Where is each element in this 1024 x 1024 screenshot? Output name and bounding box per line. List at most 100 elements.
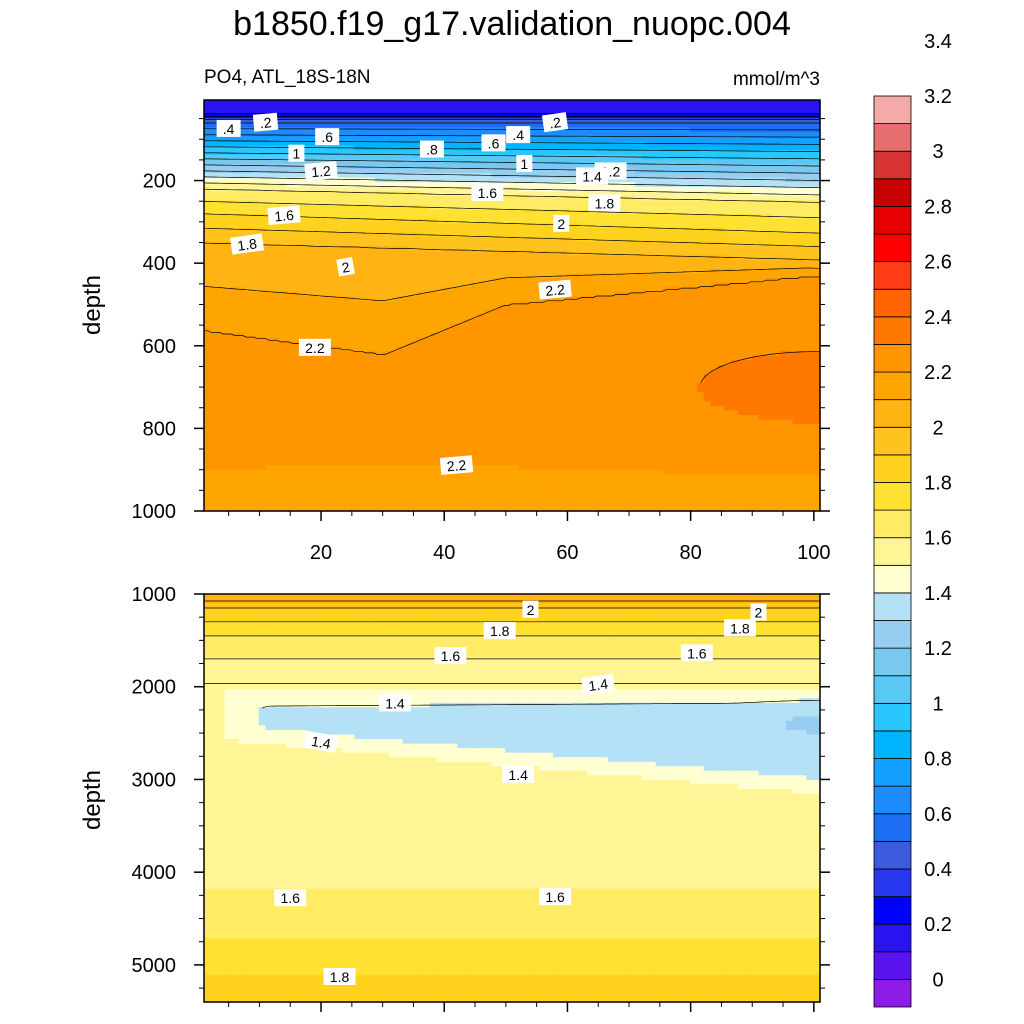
- contour-cell: [587, 291, 595, 297]
- contour-cell: [648, 195, 657, 202]
- contour-cell: [710, 109, 718, 115]
- contour-cell: [621, 227, 629, 234]
- contour-cell: [648, 268, 657, 275]
- contour-cell: [361, 300, 369, 307]
- contour-cell: [354, 127, 363, 133]
- contour-cell: [806, 273, 814, 279]
- contour-cell: [429, 209, 438, 215]
- contour-cell: [806, 342, 814, 348]
- contour-cell: [292, 136, 301, 142]
- contour-cell: [778, 250, 787, 256]
- contour-cell: [354, 337, 363, 343]
- contour-cell: [204, 319, 212, 325]
- contour-cell: [354, 195, 363, 202]
- contour-cell: [279, 127, 287, 133]
- contour-cell: [265, 154, 274, 160]
- contour-cell: [751, 296, 759, 302]
- contour-cell: [204, 118, 212, 124]
- contour-cell: [477, 131, 486, 138]
- contour-cell: [436, 323, 445, 329]
- contour-cell: [204, 232, 212, 238]
- contour-cell: [395, 223, 404, 229]
- contour-cell: [505, 159, 513, 165]
- contour-cell: [731, 332, 739, 339]
- contour-cell: [772, 109, 780, 115]
- contour-cell: [395, 351, 404, 357]
- contour-cell: [340, 223, 349, 229]
- contour-cell: [464, 191, 472, 197]
- contour-cell: [532, 300, 540, 307]
- contour-cell: [676, 173, 684, 179]
- contour-cell: [600, 127, 609, 133]
- contour-cell: [703, 246, 712, 252]
- contour-cell: [587, 127, 595, 133]
- contour-cell: [354, 342, 363, 348]
- contour-cell: [751, 310, 759, 316]
- contour-cell: [299, 246, 308, 252]
- contour-cell: [334, 273, 342, 279]
- contour-cell: [470, 314, 479, 320]
- contour-cell: [683, 310, 691, 316]
- contour-cell: [799, 136, 807, 142]
- contour-cell: [204, 259, 212, 265]
- contour-cell: [600, 232, 609, 238]
- contour-cell: [806, 310, 814, 316]
- contour-cell: [532, 282, 540, 288]
- contour-cell: [765, 323, 773, 329]
- contour-cell: [238, 118, 246, 124]
- contour-cell: [340, 200, 349, 206]
- contour-cell: [600, 300, 609, 307]
- contour-cell: [436, 346, 445, 352]
- contour-cell: [340, 227, 349, 234]
- contour-cell: [566, 337, 575, 343]
- contour-cell: [436, 163, 445, 170]
- contour-cell: [409, 200, 417, 206]
- contour-cell: [251, 182, 260, 188]
- contour-cell: [505, 323, 513, 329]
- contour-cell: [587, 310, 595, 316]
- contour-cell: [470, 323, 479, 329]
- contour-cell: [635, 150, 643, 156]
- contour-cell: [648, 278, 657, 284]
- contour-cell: [512, 223, 520, 229]
- contour-cell: [655, 195, 664, 202]
- contour-cell: [450, 291, 458, 297]
- contour-cell: [792, 273, 801, 279]
- contour-cell: [354, 241, 363, 247]
- contour-cell: [607, 109, 616, 115]
- contour-cell: [539, 255, 547, 261]
- contour-cell: [416, 163, 424, 170]
- contour-cell: [361, 218, 369, 224]
- contour-cell: [286, 346, 294, 352]
- contour-cell: [279, 177, 287, 183]
- contour-cell: [587, 300, 595, 307]
- contour-cell: [245, 145, 253, 151]
- contour-cell: [286, 232, 294, 238]
- contour-cell: [450, 223, 458, 229]
- contour-cell: [292, 273, 301, 279]
- contour-cell: [806, 141, 814, 147]
- contour-cell: [635, 109, 643, 115]
- contour-cell: [361, 163, 369, 170]
- contour-cell: [347, 223, 356, 229]
- contour-cell: [292, 122, 301, 128]
- contour-cell: [217, 319, 226, 325]
- contour-cell: [751, 287, 759, 293]
- contour-cell: [409, 227, 417, 234]
- contour-cell: [204, 241, 212, 247]
- contour-cell: [245, 250, 253, 256]
- contour-cell: [648, 328, 657, 334]
- contour-cell: [758, 323, 766, 329]
- contour-cell: [402, 159, 410, 165]
- contour-cell: [676, 145, 684, 151]
- contour-cell: [477, 154, 486, 160]
- contour-cell: [477, 209, 486, 215]
- contour-cell: [388, 319, 397, 325]
- contour-cell: [758, 337, 766, 343]
- contour-cell: [525, 268, 534, 275]
- contour-cell: [648, 246, 657, 252]
- contour-cell: [457, 232, 465, 238]
- contour-cell: [813, 310, 821, 316]
- contour-cell: [491, 241, 499, 247]
- contour-cell: [512, 342, 520, 348]
